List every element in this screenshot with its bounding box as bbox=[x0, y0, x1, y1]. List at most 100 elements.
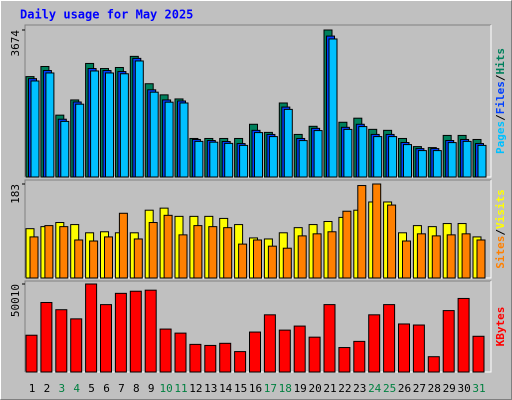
bar bbox=[193, 225, 203, 279]
bar bbox=[70, 318, 83, 373]
chart-title: Daily usage for May 2025 bbox=[20, 8, 193, 22]
x-tick-label: 31 bbox=[472, 382, 485, 395]
legend-entry: Files bbox=[494, 81, 507, 114]
bar bbox=[338, 347, 351, 373]
bar bbox=[208, 226, 218, 279]
bar bbox=[239, 144, 249, 178]
bar bbox=[388, 136, 398, 178]
bar bbox=[204, 344, 217, 373]
x-tick-label: 13 bbox=[204, 382, 217, 395]
legend-entry: Pages bbox=[494, 121, 507, 154]
bar bbox=[431, 235, 441, 279]
bar bbox=[174, 332, 187, 373]
bar bbox=[308, 336, 321, 373]
bar bbox=[224, 142, 234, 178]
x-tick-label: 27 bbox=[413, 382, 426, 395]
bar bbox=[194, 140, 204, 178]
x-tick-label: 29 bbox=[443, 382, 456, 395]
bar bbox=[189, 343, 202, 373]
x-tick-label: 14 bbox=[219, 382, 233, 395]
x-tick-label: 18 bbox=[279, 382, 292, 395]
bar bbox=[476, 239, 486, 279]
bar bbox=[75, 103, 85, 178]
bar bbox=[368, 314, 381, 373]
bar bbox=[398, 323, 410, 373]
bar bbox=[372, 183, 382, 279]
legend-entry: Visits bbox=[494, 189, 507, 229]
bar bbox=[238, 243, 248, 279]
y-tick-label: 183 bbox=[9, 184, 22, 204]
bar bbox=[457, 297, 470, 373]
bar bbox=[358, 126, 368, 178]
bar bbox=[387, 204, 397, 279]
bar bbox=[447, 142, 457, 178]
bar bbox=[427, 356, 440, 373]
bar bbox=[327, 231, 337, 279]
bar bbox=[223, 227, 233, 279]
x-tick-label: 28 bbox=[428, 382, 441, 395]
bar bbox=[342, 210, 352, 279]
bar bbox=[134, 60, 144, 178]
bar bbox=[148, 222, 158, 279]
bar bbox=[267, 245, 277, 279]
bar bbox=[59, 226, 69, 279]
bar bbox=[144, 289, 157, 373]
x-tick-label: 25 bbox=[383, 382, 396, 395]
bar bbox=[297, 235, 307, 279]
x-tick-label: 1 bbox=[29, 382, 36, 395]
bar bbox=[164, 101, 174, 178]
legend-separator: / bbox=[494, 74, 507, 81]
bar bbox=[90, 70, 100, 178]
legend: KBytes bbox=[494, 307, 507, 347]
bar bbox=[40, 301, 53, 373]
bar bbox=[209, 141, 219, 178]
bar bbox=[472, 335, 485, 373]
bar bbox=[249, 331, 261, 373]
bar bbox=[477, 144, 487, 178]
bar bbox=[263, 314, 276, 373]
bar bbox=[45, 72, 55, 178]
bar bbox=[353, 340, 366, 373]
bar bbox=[133, 238, 143, 279]
bar bbox=[278, 329, 291, 373]
bar bbox=[282, 247, 292, 279]
x-tick-label: 5 bbox=[88, 382, 95, 395]
bar bbox=[412, 324, 425, 373]
bar bbox=[268, 136, 278, 178]
bar bbox=[403, 144, 412, 178]
bar bbox=[44, 225, 54, 279]
bar bbox=[179, 102, 189, 178]
x-tick-label: 7 bbox=[118, 382, 125, 395]
bar bbox=[313, 130, 323, 178]
panel-frame-dark bbox=[24, 179, 491, 278]
x-tick-label: 17 bbox=[264, 382, 277, 395]
legend-separator: / bbox=[494, 114, 507, 121]
bar bbox=[328, 38, 338, 178]
x-tick-label: 30 bbox=[457, 382, 470, 395]
bar bbox=[462, 140, 472, 178]
bar bbox=[254, 132, 263, 178]
x-tick-label: 8 bbox=[133, 382, 140, 395]
bar bbox=[219, 342, 232, 373]
bar bbox=[343, 128, 353, 178]
bar bbox=[149, 91, 159, 178]
bar bbox=[373, 136, 383, 178]
bar bbox=[105, 72, 114, 178]
bar bbox=[416, 233, 426, 279]
bar bbox=[312, 233, 322, 279]
bar bbox=[417, 150, 427, 178]
bar bbox=[29, 236, 39, 279]
x-tick-label: 16 bbox=[249, 382, 262, 395]
bar bbox=[293, 325, 306, 373]
bar bbox=[163, 214, 173, 279]
bar bbox=[60, 120, 70, 178]
bar bbox=[25, 334, 38, 373]
x-tick-label: 2 bbox=[44, 382, 51, 395]
x-tick-label: 19 bbox=[294, 382, 307, 395]
bar bbox=[234, 351, 247, 373]
y-tick-label: 50010 bbox=[9, 284, 22, 317]
x-tick-label: 6 bbox=[103, 382, 110, 395]
bar bbox=[432, 150, 442, 178]
x-tick-label: 12 bbox=[189, 382, 202, 395]
